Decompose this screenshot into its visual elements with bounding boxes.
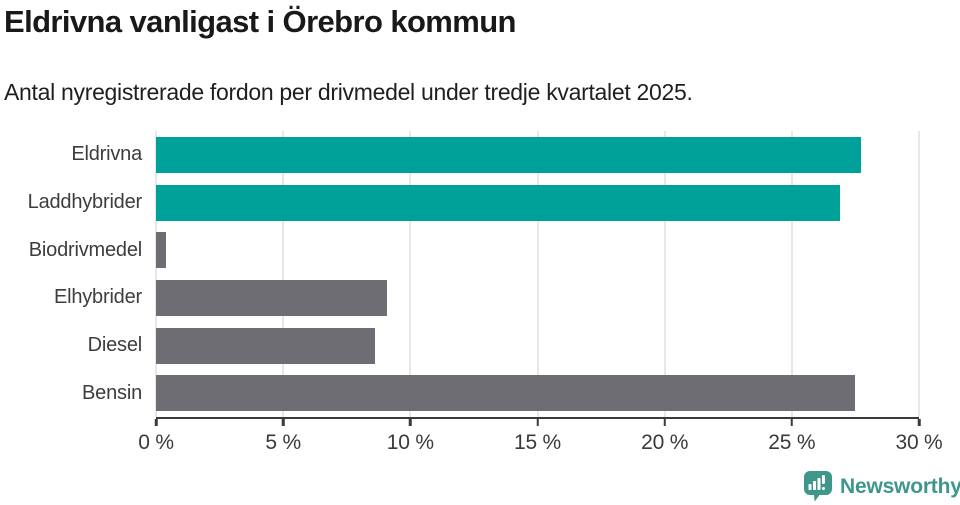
newsworthy-logo-icon xyxy=(804,471,832,502)
chart-title: Eldrivna vanligast i Örebro kommun xyxy=(4,4,517,39)
category-label: Elhybrider xyxy=(53,286,142,309)
x-axis-tick xyxy=(409,419,412,426)
category-label: Diesel xyxy=(87,334,143,357)
chart-subtitle: Antal nyregistrerade fordon per drivmede… xyxy=(4,79,693,105)
bar-eldrivna xyxy=(156,136,861,173)
category-label: Biodrivmedel xyxy=(28,238,142,261)
gridline xyxy=(790,131,793,417)
category-label: Eldrivna xyxy=(71,143,142,166)
gridline xyxy=(282,131,285,417)
brand-name: Newsworthy xyxy=(840,474,960,498)
x-axis-tick-label: 10 % xyxy=(386,431,434,454)
bar-laddhybrider xyxy=(156,184,841,221)
x-axis-tick xyxy=(281,419,285,426)
x-axis-tick-label: 30 % xyxy=(895,431,943,454)
x-axis-tick xyxy=(663,419,666,426)
x-axis-tick xyxy=(154,419,158,426)
bars: Eldrivna Laddhybrider Biodrivmedel Elhybrid… xyxy=(28,131,919,417)
bar-row: Elhybrider xyxy=(54,274,919,322)
gridline xyxy=(536,131,539,417)
x-axis: 0 % 5 % 10 % 15 % 20 % 25 % 30 % xyxy=(138,417,943,467)
gridline xyxy=(918,131,920,417)
bar-diesel xyxy=(156,327,375,364)
x-axis-tick-label: 0 % xyxy=(138,431,174,454)
bar-elhybrider xyxy=(156,279,388,316)
x-axis-tick xyxy=(536,419,539,426)
bar-bensin xyxy=(156,375,856,412)
category-label: Laddhybrider xyxy=(27,191,143,213)
category-label: Bensin xyxy=(82,381,142,404)
plot-area: Eldrivna Laddhybrider Biodrivmedel Elhybrid… xyxy=(28,131,920,417)
bar-biodrivmedel xyxy=(156,232,167,269)
bar-row: Biodrivmedel xyxy=(29,226,919,274)
bar-row: Diesel xyxy=(88,322,919,370)
x-axis-tick xyxy=(790,419,794,426)
x-axis-tick-label: 25 % xyxy=(768,431,816,454)
x-axis-tick-label: 5 % xyxy=(265,431,301,454)
gridline xyxy=(155,131,157,417)
x-axis-tick-label: 15 % xyxy=(513,431,562,454)
x-axis-tick-label: 20 % xyxy=(641,431,689,454)
brand-footer: Newsworthy xyxy=(803,470,960,503)
gridline xyxy=(663,131,666,417)
bar-row: Bensin xyxy=(82,369,919,417)
bar-row: Eldrivna xyxy=(71,131,919,179)
bar-row: Laddhybrider xyxy=(28,179,919,227)
gridline xyxy=(409,131,412,417)
x-axis-tick xyxy=(917,419,921,426)
